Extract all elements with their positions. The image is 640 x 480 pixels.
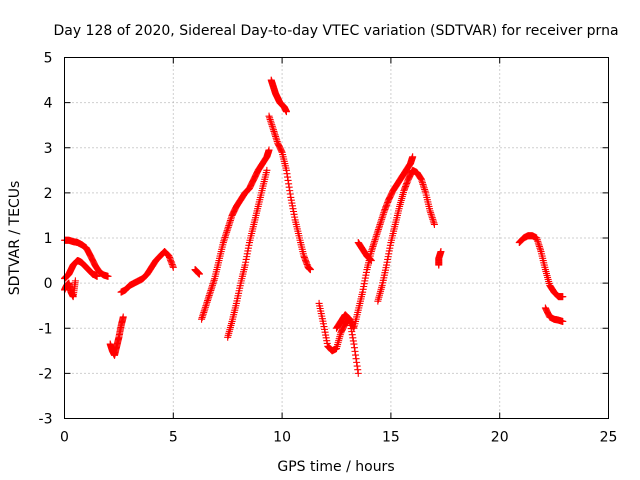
series-arc8	[224, 166, 271, 341]
plot-frame	[64, 57, 609, 419]
x-tick-label: 15	[382, 430, 400, 446]
series-arc4	[106, 313, 127, 359]
y-tick-label: 2	[44, 186, 53, 202]
series-arc15	[435, 248, 445, 269]
data-point	[169, 263, 177, 271]
data-point	[559, 317, 567, 325]
series-arc7	[198, 146, 273, 323]
data-point	[195, 270, 203, 278]
series-arc10	[265, 112, 314, 274]
x-tick-label: 10	[273, 430, 291, 446]
y-tick-label: -1	[39, 321, 53, 337]
data-point	[282, 108, 290, 116]
series-arc17	[541, 304, 567, 325]
data-point	[409, 153, 417, 161]
chart-title: Day 128 of 2020, Sidereal Day-to-day VTE…	[53, 23, 618, 39]
data-point	[71, 277, 79, 285]
data-point	[430, 220, 438, 228]
x-tick-label: 25	[600, 430, 618, 446]
data-point	[354, 369, 362, 377]
data-point	[437, 248, 445, 256]
y-tick-label: 0	[44, 276, 53, 292]
series-arc13	[354, 239, 375, 265]
y-tick-label: -2	[39, 366, 53, 382]
data-point	[104, 272, 112, 280]
series-arc5	[117, 248, 177, 296]
data-point	[367, 257, 375, 265]
series-arc16	[515, 232, 567, 301]
y-tick-label: 3	[44, 141, 53, 157]
x-tick-label: 5	[169, 430, 178, 446]
data-point	[265, 146, 273, 154]
scatter-points	[61, 76, 567, 377]
series-arc6	[191, 266, 203, 278]
series-arc14	[374, 166, 438, 305]
series-arc9	[267, 76, 290, 116]
x-tick-label: 0	[60, 430, 69, 446]
x-axis-label: GPS time / hours	[277, 459, 394, 475]
series-arc11	[315, 299, 362, 377]
series-arc3	[61, 277, 79, 301]
x-tick-label: 20	[491, 430, 509, 446]
data-point	[263, 166, 271, 174]
series-arc12	[333, 153, 417, 332]
y-axis-label: SDTVAR / TECUs	[7, 181, 23, 296]
series-arc1	[61, 236, 112, 280]
data-point	[306, 266, 314, 274]
data-point	[93, 272, 101, 280]
y-tick-label: 4	[44, 96, 53, 112]
data-point	[119, 313, 127, 321]
data-point	[559, 293, 567, 301]
series-arc2	[61, 257, 101, 283]
y-tick-label: 1	[44, 231, 53, 247]
y-tick-label: -3	[39, 412, 53, 428]
tick-layer: 0 5 10 15 20 25 -3 -2 -1 0 1 2 3 4 5	[39, 51, 618, 446]
y-tick-label: 5	[44, 51, 53, 67]
